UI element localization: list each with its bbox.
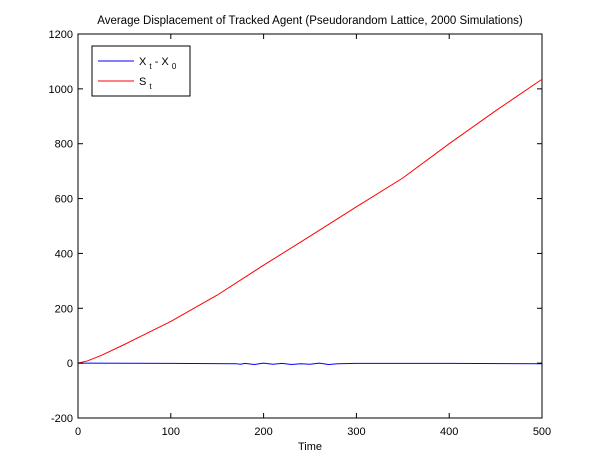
legend-box bbox=[91, 45, 191, 97]
tick-layer: 0 100 200 300 400 500-20002004006008001000120… bbox=[49, 29, 552, 438]
legend-label-st: S t bbox=[139, 76, 152, 91]
series-layer bbox=[77, 78, 543, 366]
legend-label-st-sub: t bbox=[149, 82, 152, 91]
legend-label-displacement-main: X bbox=[139, 56, 147, 68]
series-line-displacement bbox=[77, 362, 543, 366]
series-line-st bbox=[77, 78, 543, 364]
y-tick-label: -200 bbox=[51, 413, 73, 425]
x-tick-label: 300 bbox=[347, 426, 365, 438]
legend-label-displacement: X t - X 0 bbox=[139, 56, 177, 72]
y-tick-label: 1200 bbox=[49, 29, 73, 41]
legend-label-displacement-sub: t bbox=[149, 62, 152, 71]
x-tick-label: 400 bbox=[440, 426, 458, 438]
y-tick-label: 1000 bbox=[49, 84, 73, 96]
legend-label-st-main: S bbox=[139, 76, 146, 88]
legend-label-displacement-mid: - X bbox=[155, 56, 170, 68]
y-tick-label: 400 bbox=[55, 248, 73, 260]
legend: X t - X 0 S t bbox=[91, 45, 191, 97]
x-tick-label: 0 bbox=[75, 426, 81, 438]
plot-area bbox=[77, 33, 543, 419]
y-tick-label: 200 bbox=[55, 303, 73, 315]
x-tick-label: 200 bbox=[254, 426, 272, 438]
x-axis-label: Time bbox=[298, 441, 322, 453]
x-tick-label: 500 bbox=[533, 426, 551, 438]
chart-title: Average Displacement of Tracked Agent (P… bbox=[97, 15, 523, 27]
y-tick-label: 0 bbox=[67, 358, 73, 370]
legend-label-displacement-sub2: 0 bbox=[172, 62, 177, 71]
y-tick-label: 600 bbox=[55, 194, 73, 206]
x-tick-label: 100 bbox=[162, 426, 180, 438]
y-tick-label: 800 bbox=[55, 139, 73, 151]
